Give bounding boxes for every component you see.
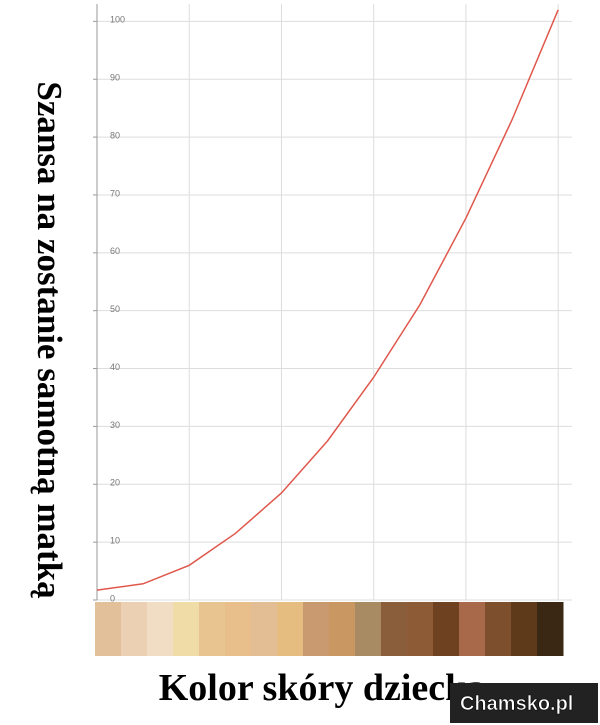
y-tick-label: 30 (110, 420, 120, 430)
skin-swatch (277, 602, 304, 656)
skin-swatch (95, 602, 122, 656)
skin-swatch (173, 602, 200, 656)
skin-swatch (121, 602, 148, 656)
skin-swatch (407, 602, 434, 656)
skin-swatch (225, 602, 252, 656)
skin-swatch (537, 602, 564, 656)
x-axis-label: Kolor skóry dziecka (159, 667, 486, 709)
skin-swatch (303, 602, 330, 656)
y-tick-label: 90 (110, 73, 120, 83)
y-tick-label: 100 (110, 15, 125, 25)
y-tick-label: 80 (110, 130, 120, 140)
y-tick-label: 0 (110, 593, 115, 603)
y-axis-label: Szansa na zostanie samotną matką (30, 81, 69, 598)
y-tick-label: 50 (110, 304, 120, 314)
skin-swatch (251, 602, 278, 656)
y-tick-label: 60 (110, 246, 120, 256)
skin-swatch (433, 602, 460, 656)
skin-swatch (381, 602, 408, 656)
skin-swatch (329, 602, 356, 656)
y-tick-label: 20 (110, 478, 120, 488)
y-tick-label: 10 (110, 536, 120, 546)
skin-swatch (485, 602, 512, 656)
skin-swatch (147, 602, 174, 656)
watermark: Chamsko.pl (460, 693, 573, 715)
skin-swatch (459, 602, 486, 656)
skin-swatch (199, 602, 226, 656)
data-line (96, 9, 559, 591)
skin-swatch (511, 602, 538, 656)
y-tick-label: 40 (110, 362, 120, 372)
skin-swatch (355, 602, 382, 656)
watermark-box (450, 683, 598, 723)
y-tick-label: 70 (110, 188, 120, 198)
